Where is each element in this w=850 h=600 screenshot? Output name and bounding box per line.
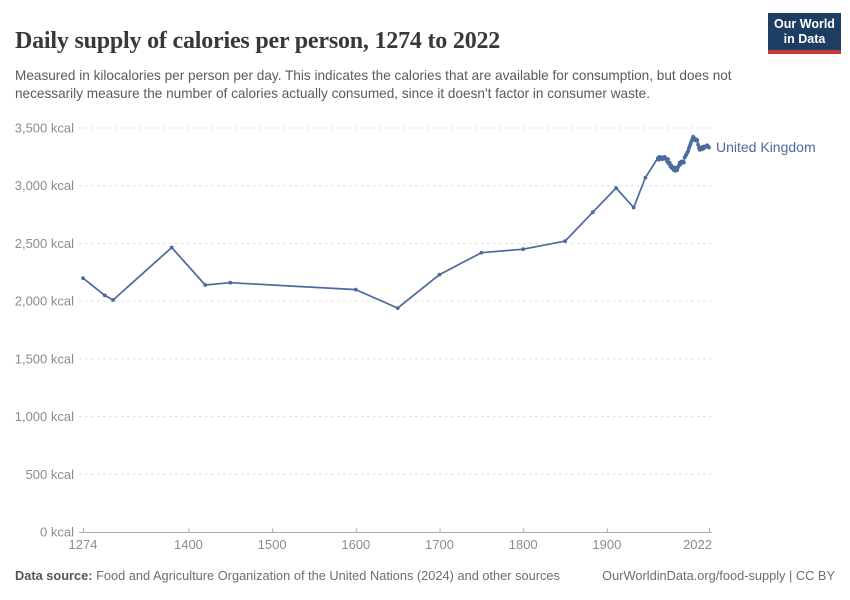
data-point-marker[interactable] (203, 283, 208, 287)
owid-logo-line1: Our World (774, 16, 835, 31)
data-source-label: Data source: (15, 568, 93, 583)
entity-label[interactable]: United Kingdom (716, 139, 816, 155)
data-source-note: Data source: Food and Agriculture Organi… (15, 568, 560, 583)
x-tick-label: 1600 (341, 537, 370, 552)
data-source-text: Food and Agriculture Organization of the… (92, 568, 560, 583)
y-tick-label: 0 kcal (40, 525, 74, 540)
y-tick-label: 3,000 kcal (15, 178, 74, 193)
data-point-marker[interactable] (686, 149, 690, 154)
data-point-marker[interactable] (666, 157, 670, 162)
data-point-marker[interactable] (696, 142, 700, 147)
series-line[interactable] (82, 135, 710, 309)
data-point-marker[interactable] (643, 175, 648, 180)
chart-footer: Data source: Food and Agriculture Organi… (15, 568, 835, 583)
x-tick-label: 1400 (174, 537, 203, 552)
data-point-marker[interactable] (102, 293, 107, 298)
data-point-marker[interactable] (675, 168, 680, 173)
x-tick-label: 2022 (683, 537, 712, 552)
owid-logo-line2: in Data (783, 31, 826, 46)
x-tick-label: 1900 (592, 537, 621, 552)
data-point-marker[interactable] (437, 272, 442, 277)
x-tick-label: 1500 (258, 537, 287, 552)
x-tick-label: 1700 (425, 537, 454, 552)
data-point-marker[interactable] (707, 145, 711, 150)
y-tick-label: 3,500 kcal (15, 121, 74, 136)
x-tick-label: 1274 (69, 537, 98, 552)
owid-logo[interactable]: Our World in Data (768, 13, 841, 54)
data-point-marker[interactable] (563, 239, 567, 244)
data-point-marker[interactable] (590, 210, 595, 215)
data-point-marker[interactable] (631, 205, 636, 210)
data-point-marker[interactable] (479, 250, 484, 255)
data-point-marker[interactable] (614, 186, 618, 190)
y-tick-label: 1,500 kcal (15, 351, 74, 366)
y-tick-label: 1,000 kcal (15, 409, 74, 424)
page-title: Daily supply of calories per person, 127… (15, 28, 501, 55)
y-tick-label: 2,000 kcal (15, 294, 74, 309)
data-point-marker[interactable] (228, 280, 233, 285)
data-point-marker[interactable] (521, 247, 526, 252)
data-point-marker[interactable] (111, 298, 115, 302)
data-point-marker[interactable] (682, 160, 686, 165)
x-tick-label: 1800 (509, 537, 538, 552)
chart-subtitle: Measured in kilocalories per person per … (15, 67, 732, 101)
data-point-marker[interactable] (353, 287, 358, 292)
y-tick-label: 2,500 kcal (15, 236, 74, 251)
data-point-marker[interactable] (395, 306, 400, 310)
data-point-marker[interactable] (169, 245, 174, 250)
data-point-marker[interactable] (695, 138, 700, 143)
data-point-marker[interactable] (81, 276, 85, 280)
data-point-marker[interactable] (667, 160, 672, 165)
y-tick-label: 500 kcal (26, 467, 75, 482)
credit-link[interactable]: OurWorldinData.org/food-supply | CC BY (602, 568, 835, 583)
